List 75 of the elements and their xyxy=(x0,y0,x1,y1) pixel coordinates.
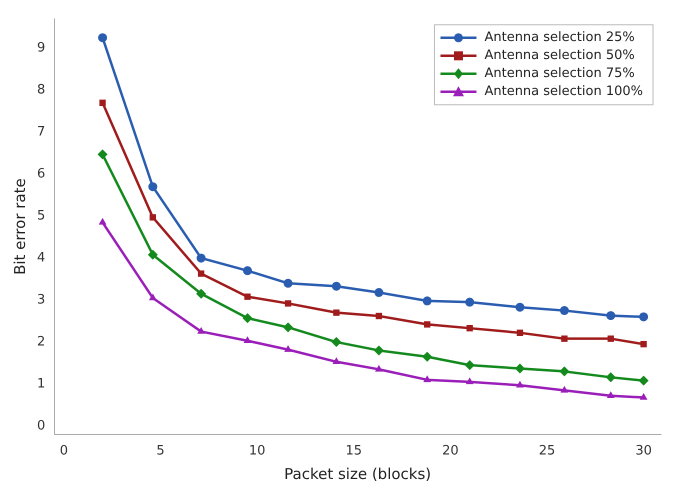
point xyxy=(640,392,648,400)
x-tick-label: 10 xyxy=(248,444,266,459)
point xyxy=(148,250,158,260)
point xyxy=(560,306,569,316)
point xyxy=(464,360,475,370)
y-tick-label: 8 xyxy=(36,82,46,98)
point xyxy=(332,282,341,291)
point xyxy=(98,149,108,160)
point xyxy=(332,357,340,364)
point xyxy=(422,296,432,306)
legend-label: Antenna selection 100% xyxy=(484,84,644,100)
point xyxy=(283,322,294,332)
point xyxy=(561,336,568,342)
point xyxy=(423,375,432,382)
y-tick-label: 1 xyxy=(36,376,46,392)
y-tick-label: 3 xyxy=(36,292,46,308)
point xyxy=(606,391,615,398)
legend-label: Antenna selection 25% xyxy=(484,30,635,46)
point xyxy=(374,364,383,372)
point xyxy=(466,325,473,332)
point xyxy=(515,302,524,312)
point xyxy=(424,321,430,328)
point xyxy=(422,352,432,362)
point xyxy=(98,218,106,225)
point xyxy=(606,372,616,382)
point xyxy=(376,312,382,320)
point xyxy=(150,214,156,221)
y-tick-label: 7 xyxy=(36,124,46,140)
point xyxy=(514,363,525,374)
x-tick-label: 5 xyxy=(156,444,165,459)
x-tick-label: 15 xyxy=(346,444,362,459)
point xyxy=(608,336,614,342)
point xyxy=(242,266,252,276)
point xyxy=(333,309,340,316)
point xyxy=(284,345,292,352)
point xyxy=(242,313,252,324)
point xyxy=(638,376,649,386)
y-tick-label: 4 xyxy=(36,250,46,266)
point xyxy=(374,345,384,356)
x-tick-label: 25 xyxy=(538,444,556,459)
point xyxy=(148,182,158,192)
y-axis-title: Bit error rate xyxy=(10,178,29,275)
point xyxy=(197,327,206,334)
point xyxy=(99,100,106,106)
point xyxy=(244,294,251,300)
point xyxy=(196,254,206,263)
legend-label: Antenna selection 50% xyxy=(484,48,635,64)
point xyxy=(98,33,108,42)
point xyxy=(244,336,252,344)
y-tick-label: 6 xyxy=(36,166,46,182)
y-tick-label: 0 xyxy=(36,418,46,434)
y-tick-label: 2 xyxy=(36,334,46,350)
point xyxy=(639,312,648,322)
point xyxy=(374,288,384,298)
y-tick-label: 9 xyxy=(36,40,46,56)
x-axis-title: Packet size (blocks) xyxy=(284,464,432,483)
point xyxy=(560,386,568,393)
x-tick-label: 20 xyxy=(442,444,459,459)
point xyxy=(559,366,570,376)
point xyxy=(516,330,524,336)
point xyxy=(516,380,524,388)
point xyxy=(606,311,616,320)
x-tick-label: 0 xyxy=(60,444,68,459)
x-tick-label: 30 xyxy=(635,444,652,459)
point xyxy=(148,293,157,300)
point xyxy=(640,340,647,348)
point xyxy=(284,278,293,288)
point xyxy=(331,337,342,348)
legend-label: Antenna selection 75% xyxy=(484,66,635,82)
y-tick-label: 5 xyxy=(36,208,46,224)
point xyxy=(465,298,474,307)
point xyxy=(284,300,292,307)
point xyxy=(196,288,206,299)
point xyxy=(466,377,474,384)
point xyxy=(198,270,204,277)
